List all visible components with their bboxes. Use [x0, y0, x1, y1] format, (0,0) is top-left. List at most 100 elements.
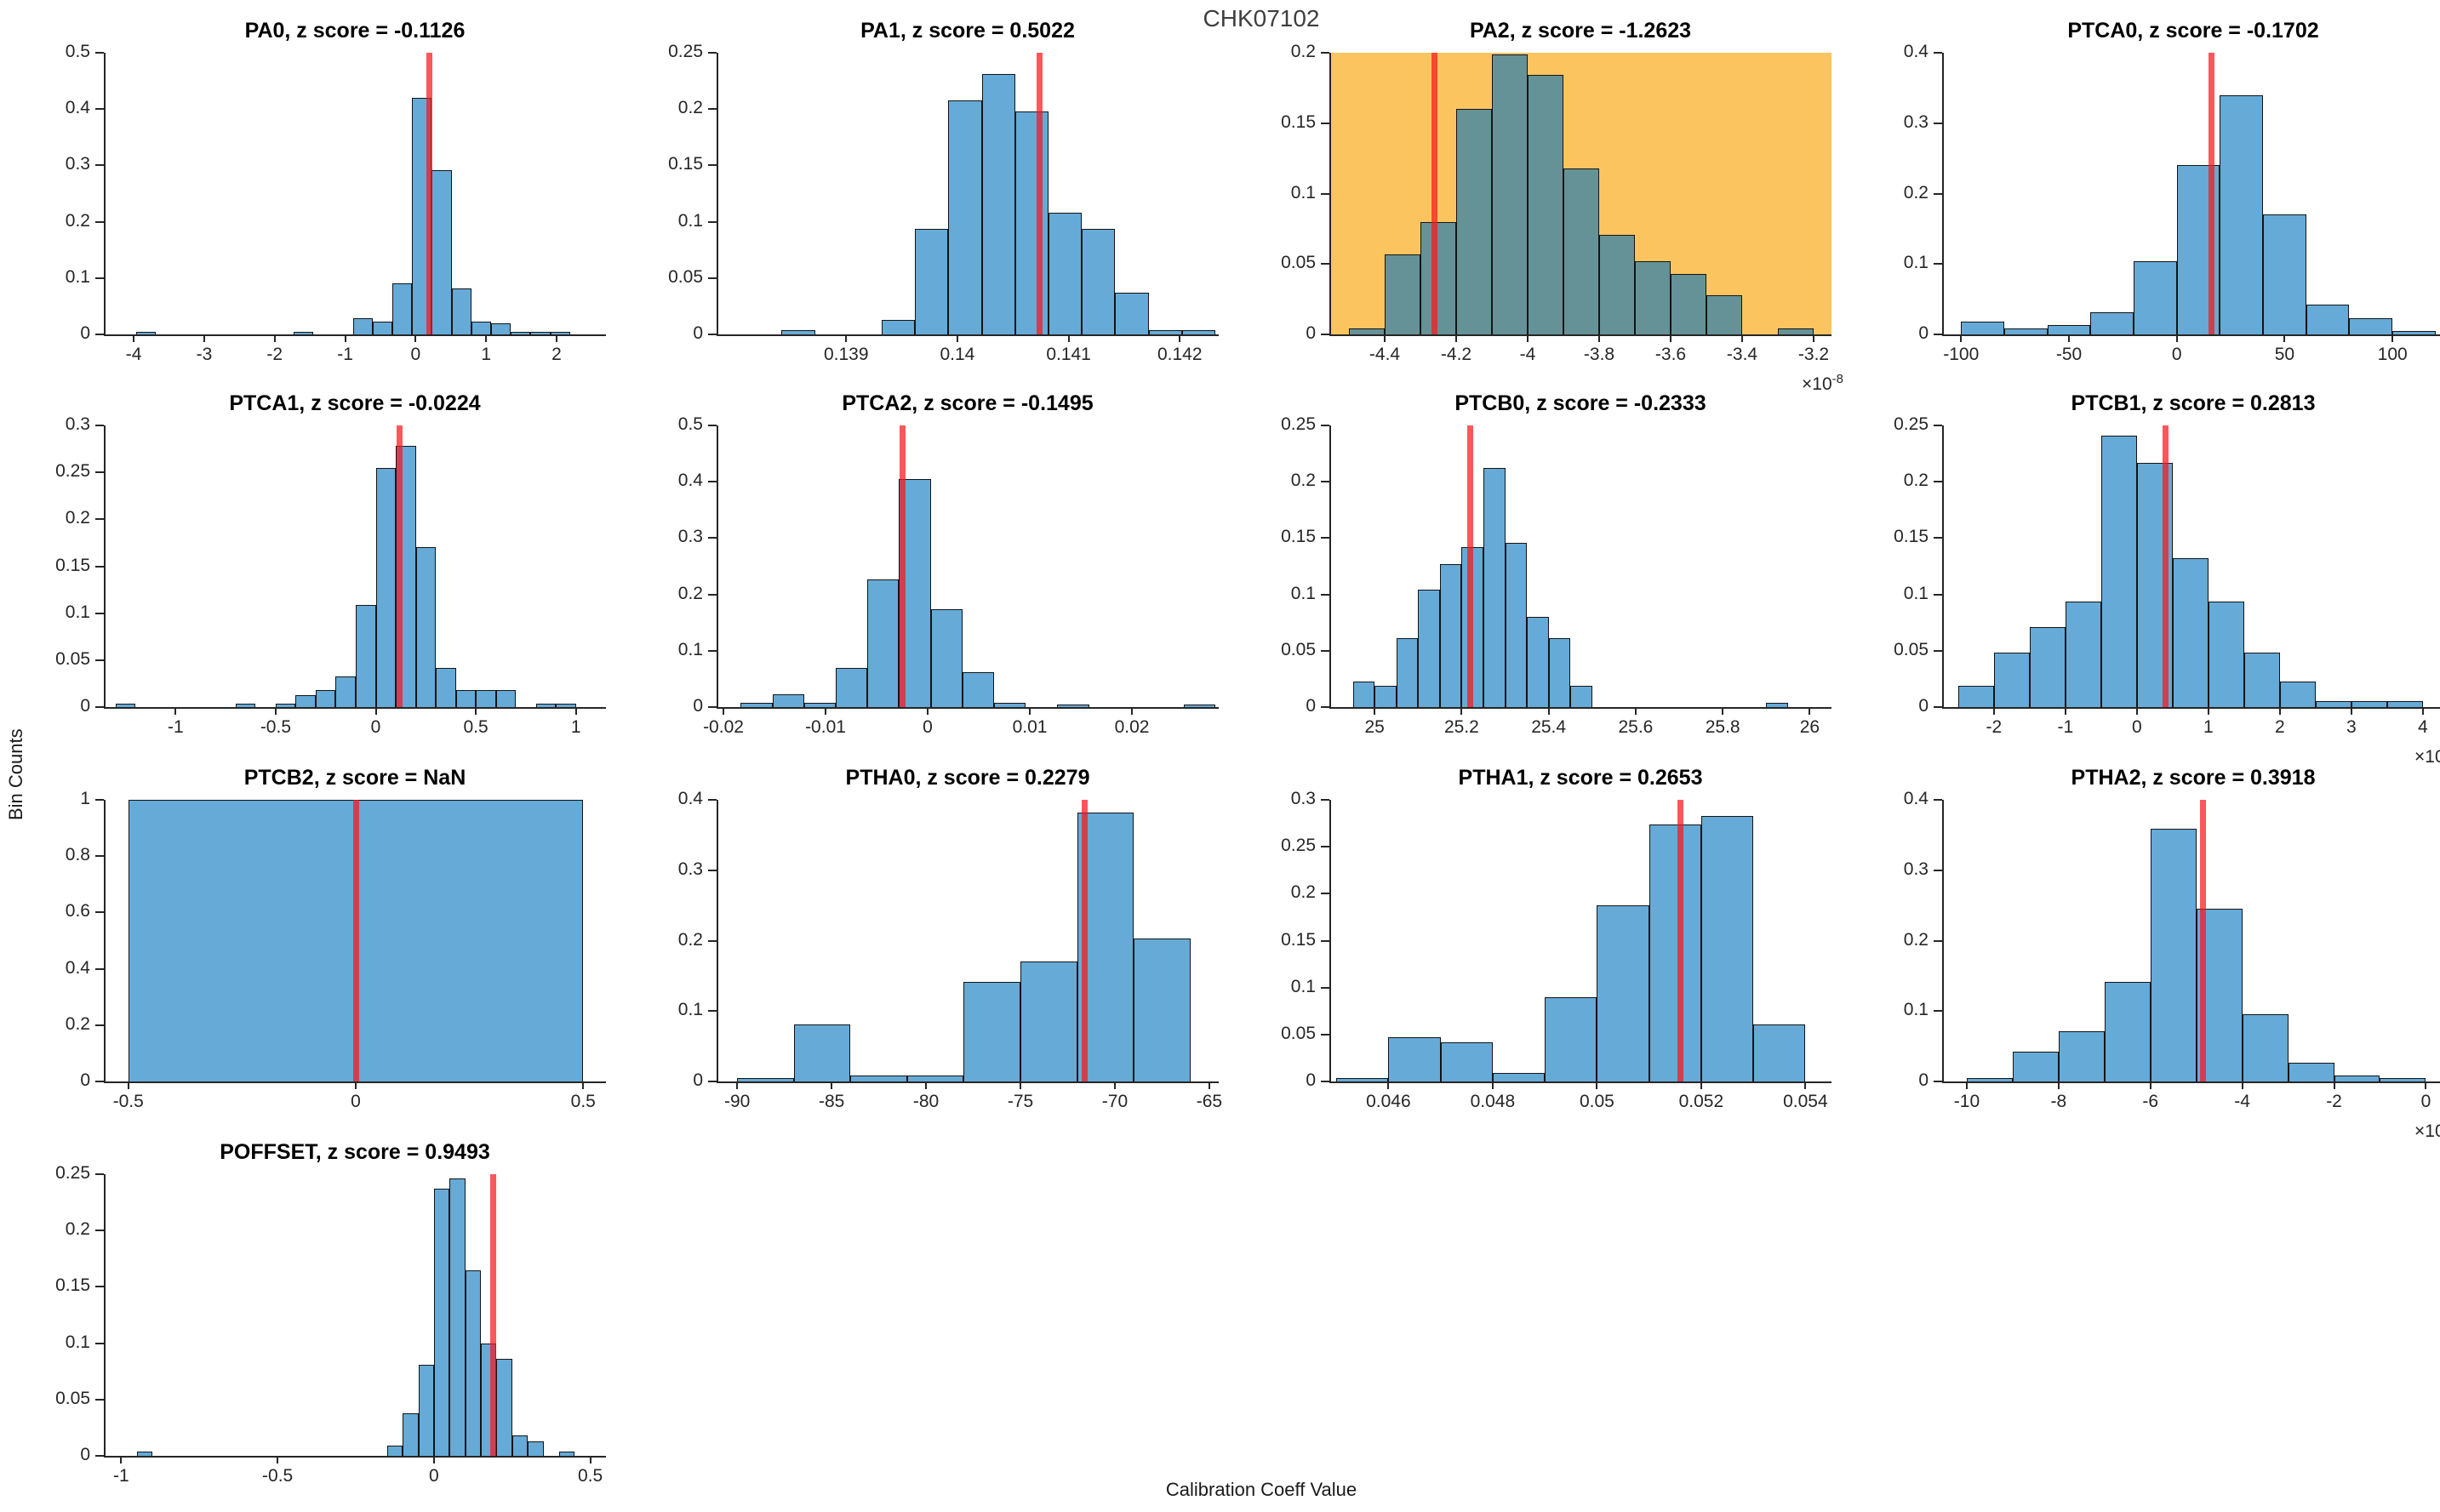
x-tick: [582, 1081, 585, 1089]
x-tick-label: -1: [167, 717, 184, 737]
x-tick: [1722, 707, 1724, 715]
x-tick-label: -1: [113, 1466, 129, 1486]
x-tick-label: -4: [1519, 345, 1536, 364]
y-tick: [708, 537, 717, 539]
subplot-title: PTCB2, z score = NaN: [243, 766, 466, 790]
y-tick: [1321, 893, 1329, 895]
x-tick: [1700, 1081, 1702, 1089]
coeff-value-marker: [352, 800, 359, 1081]
coeff-value-marker: [2200, 800, 2207, 1081]
y-tick: [1321, 263, 1329, 265]
x-tick-label: 25.4: [1531, 717, 1567, 737]
y-tick: [95, 855, 104, 858]
y-tick: [1321, 986, 1329, 989]
histogram-bar: [981, 74, 1015, 334]
histogram-bar: [781, 329, 815, 334]
x-tick-label: -0.5: [112, 1092, 144, 1111]
y-tick: [1321, 706, 1329, 708]
x-tick-label: -50: [2055, 345, 2083, 364]
histogram-bar: [1456, 109, 1492, 334]
x-tick: [831, 1081, 833, 1089]
y-tick-label: 0.15: [1281, 527, 1316, 547]
y-tick: [1321, 192, 1329, 195]
y-tick-label: 0.5: [677, 414, 703, 434]
x-tick-label: 2: [551, 345, 562, 364]
y-tick-label: 0.4: [1903, 42, 1929, 61]
y-tick: [1934, 481, 1942, 483]
y-tick: [708, 277, 717, 279]
histogram-bar: [803, 703, 836, 707]
histogram-bar: [836, 667, 868, 707]
y-tick-label: 0: [80, 1070, 90, 1090]
y-tick: [708, 220, 717, 223]
y-tick: [95, 1286, 104, 1288]
x-tick-label: 0.054: [1783, 1092, 1828, 1111]
y-tick-label: 0.2: [65, 1013, 90, 1034]
y-tick: [95, 565, 104, 568]
x-tick: [174, 707, 177, 715]
histogram-bar: [2150, 828, 2197, 1081]
histogram-bar: [2100, 435, 2137, 707]
x-tick-label: -0.02: [703, 717, 744, 737]
histogram-bar: [1570, 685, 1592, 707]
x-tick-label: -2: [266, 345, 283, 364]
x-tick: [2241, 1081, 2243, 1089]
y-tick-label: 0.05: [1281, 1023, 1316, 1043]
histogram-bar: [136, 1451, 153, 1456]
histogram-bar: [2386, 701, 2423, 707]
subplot-POFFSET: POFFSET, z score = 0.9493 -1 -0.5 0 0.5 0 0.05…: [55, 1140, 606, 1486]
histogram-bar: [1966, 1077, 2013, 1081]
x-tick: [475, 707, 477, 715]
histogram-bar: [1115, 293, 1149, 334]
y-tick-label: 0: [1918, 323, 1929, 343]
histogram-bar: [2065, 601, 2101, 707]
x-tick: [1460, 707, 1463, 715]
x-tick: [736, 1081, 739, 1089]
x-tick-label: -3.4: [1726, 345, 1758, 364]
y-tick: [1934, 52, 1942, 54]
x-tick-label: 0: [2171, 345, 2182, 364]
y-tick-label: 0.1: [677, 639, 703, 659]
y-tick: [95, 277, 104, 279]
x-tick-label: 1: [570, 717, 581, 737]
histogram-bar: [315, 690, 336, 707]
x-tick: [374, 707, 377, 715]
histogram-bar: [1528, 75, 1563, 334]
coeff-value-marker: [397, 425, 403, 707]
y-tick: [95, 108, 104, 111]
y-tick-label: 0.2: [677, 98, 703, 118]
y-tick: [708, 164, 717, 167]
y-tick: [95, 967, 104, 970]
subplot-title: PTCB1, z score = 0.2813: [2071, 391, 2316, 415]
y-tick: [708, 1081, 717, 1082]
y-tick: [1934, 649, 1942, 652]
y-tick: [95, 911, 104, 914]
y-tick-label: 0.1: [65, 1332, 90, 1352]
x-tick-label: -2: [2326, 1092, 2342, 1111]
plot-area-PTCB2: -0.5 0 0.5 0 0.2 0.4 0.6 0.8 1: [66, 789, 606, 1111]
y-tick-label: 0.1: [1903, 253, 1929, 273]
coeff-value-marker: [899, 425, 906, 707]
histogram-bar: [1418, 590, 1440, 707]
histogram-bar: [1706, 294, 1742, 334]
x-tick-label: -3: [196, 345, 213, 364]
histogram-bar: [1420, 221, 1456, 334]
subplot-title: PTCA1, z score = -0.0224: [229, 391, 481, 415]
histogram-bar: [1374, 685, 1397, 707]
x-tick: [1670, 334, 1671, 342]
y-tick: [1934, 425, 1942, 426]
x-tick: [2068, 334, 2070, 342]
histogram-bar: [1492, 54, 1528, 334]
y-tick: [95, 612, 104, 614]
y-tick-label: 0.8: [65, 845, 90, 865]
x-tick: [1131, 707, 1133, 715]
x-tick-label: -65: [1196, 1092, 1223, 1111]
histogram-bar: [403, 1412, 419, 1456]
histogram-bar: [1505, 542, 1528, 707]
plot-area-POFFSET: -1 -0.5 0 0.5 0 0.05 0.1 0.15 0.2 0.25: [55, 1163, 606, 1486]
subplot-title: PTHA1, z score = 0.2653: [1458, 766, 1703, 790]
y-tick-label: 0.1: [65, 266, 90, 287]
x-tick: [556, 334, 558, 342]
histogram-bar: [535, 703, 557, 707]
y-tick-label: 0.2: [1290, 882, 1316, 903]
